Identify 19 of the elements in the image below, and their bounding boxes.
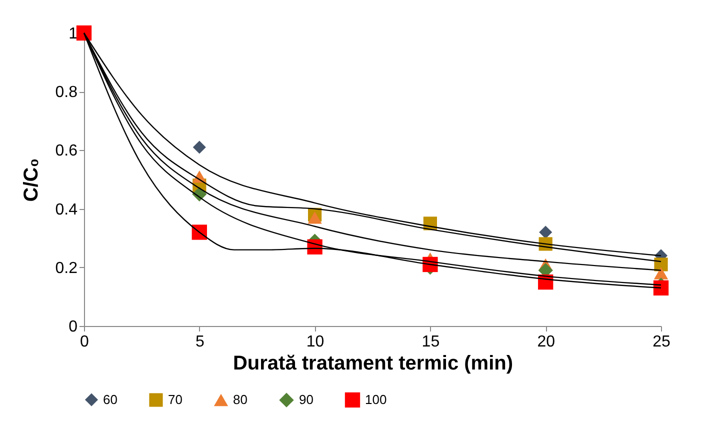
y-tick-label: 0.8 [55,84,78,102]
y-tick-label: 0 [68,318,78,336]
y-axis-title: C/C₀ [20,158,42,202]
x-tick-label: 15 [422,334,440,350]
x-tick-label: 20 [537,334,556,350]
x-tick-label: 5 [195,334,204,350]
legend-label: 60 [103,392,118,407]
legend-label: 70 [168,392,182,407]
x-tick-label: 10 [306,334,324,350]
x-axis-title: Durată tratament termic (min) [232,352,514,374]
legend-label: 90 [299,392,314,408]
x-tick-label: 25 [652,334,670,350]
y-tick-label: 1 [68,26,78,42]
legend-label: 80 [233,392,248,407]
x-tick-label: 0 [80,334,90,350]
y-tick-label: 0.6 [55,142,78,160]
y-tick-label: 0.4 [55,201,78,218]
legend-label: 100 [365,392,387,407]
y-tick-label: 0.2 [55,260,78,277]
